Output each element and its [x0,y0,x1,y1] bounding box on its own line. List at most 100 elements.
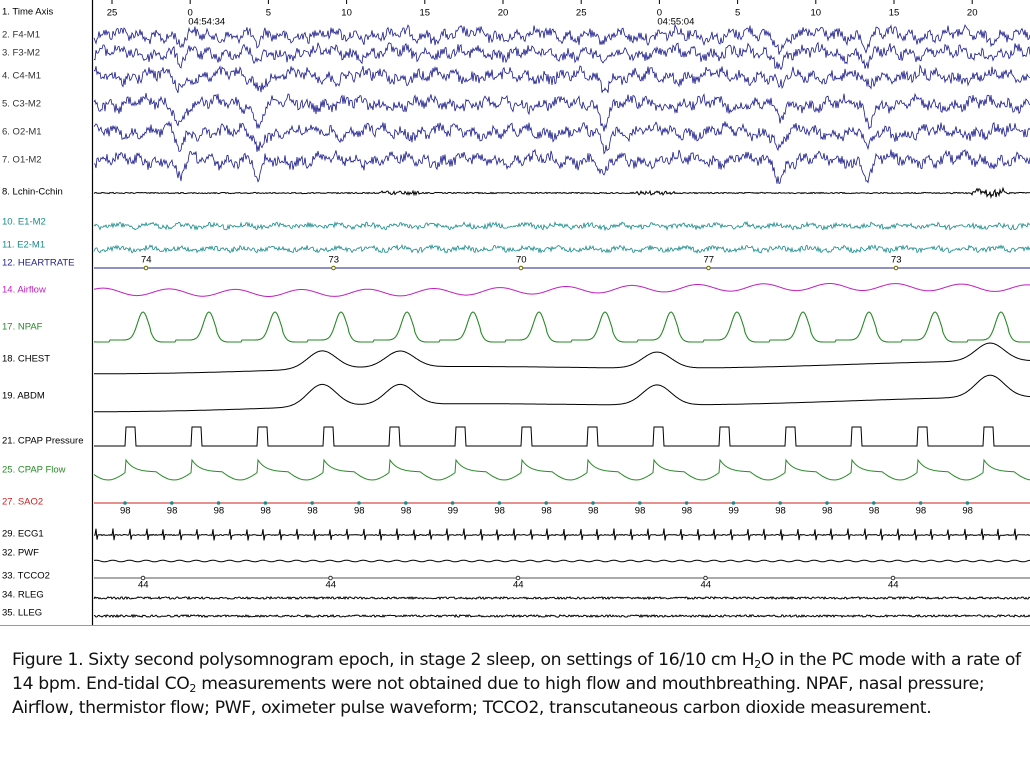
time-tick-label: 20 [967,8,978,19]
channel-label: 3. F3-M2 [2,48,40,59]
channel-label: 35. LLEG [2,608,42,619]
channel-label: 27. SAO2 [2,497,43,508]
trend-marker [515,575,521,581]
channel-label: 7. O1-M2 [2,155,42,166]
time-tick-label: 20 [498,8,509,19]
sao2-value: 98 [260,506,271,517]
waveform [93,613,1030,619]
tcco2-value: 44 [513,580,524,591]
trend-marker [263,501,268,505]
time-tick-label: 5 [266,8,271,19]
waveform [94,342,1030,375]
channel-label: 2. F4-M1 [2,30,40,41]
waveform [93,41,1030,71]
waveform [93,559,1030,563]
sao2-value: 98 [401,506,412,517]
sao2-value: 98 [869,506,880,517]
channel-label: 34. RLEG [2,590,44,601]
caption: Figure 1. Sixty second polysomnogram epo… [12,648,1027,720]
heartrate-value: 70 [516,255,527,266]
sao2-value: 98 [916,506,927,517]
subscript: 2 [189,682,197,695]
waveform [93,283,1030,297]
waveform [94,374,1030,413]
waveform [93,186,1030,200]
subscript: 2 [754,658,761,671]
channel-label: 29. ECG1 [2,529,44,540]
channel-label: 1. Time Axis [2,7,53,18]
waveform [93,458,1030,481]
waveform [94,528,1030,541]
trend-marker [872,501,876,505]
trend-marker [918,501,923,505]
trend-marker [143,265,149,271]
sao2-value: 98 [635,506,646,517]
time-tick-label: 25 [107,8,118,19]
channel-label: 17. NPAF [2,322,43,333]
trend-marker [518,265,524,271]
sao2-value: 98 [214,506,225,517]
trend-marker [310,501,315,505]
channel-label: 19. ABDM [2,391,45,402]
channel-label: 32. PWF [2,548,39,559]
heartrate-value: 73 [891,255,902,266]
sao2-value: 98 [588,506,599,517]
waveform [93,92,1030,132]
heartrate-value: 74 [141,255,152,266]
time-tick-label: 10 [341,8,352,19]
caption-text: Figure 1. Sixty second polysomnogram epo… [12,650,755,670]
trend-marker [544,501,548,505]
waveform [93,595,1030,601]
waveform [93,220,1030,232]
sao2-value: 98 [167,506,178,517]
waveform [93,64,1030,93]
trend-marker [331,265,336,271]
sao2-value: 98 [307,506,318,517]
time-tick-label: 5 [735,8,740,19]
waveform [93,120,1030,155]
channel-label: 12. HEARTRATE [2,258,75,269]
trend-marker [706,265,711,271]
sao2-value: 98 [494,506,505,517]
trend-marker [450,501,455,505]
tcco2-value: 44 [326,580,337,591]
trend-marker [890,575,896,581]
channel-label: 25. CPAP Flow [2,465,66,476]
tcco2-value: 44 [888,580,899,591]
trend-marker [703,575,708,581]
channel-label: 33. TCCO2 [2,571,50,582]
time-stamp: 04:55:04 [657,17,694,28]
waveform [93,243,1030,255]
trend-marker [216,501,221,505]
trend-marker [123,501,127,505]
heartrate-value: 73 [329,255,340,266]
channel-label: 14. Airflow [2,285,46,296]
channel-label: 8. Lchin-Cchin [2,187,63,198]
waveform [93,148,1030,185]
trend-marker [893,265,899,271]
waveform [94,426,1030,447]
sao2-value: 98 [354,506,365,517]
trend-marker [684,501,689,505]
time-tick-label: 0 [657,8,662,19]
heartrate-value: 77 [704,255,715,266]
trend-marker [497,501,502,505]
time-tick-label: 0 [188,8,193,19]
sao2-value: 99 [448,506,459,517]
caption-text: O in the PC mode with a rate of 14 bpm. … [12,650,1021,694]
trend-marker [404,501,408,505]
sao2-value: 99 [728,506,739,517]
sao2-value: 98 [775,506,786,517]
caption-text: measurements were not obtained due to hi… [12,674,985,718]
trend-marker [965,501,970,505]
channel-label: 4. C4-M1 [2,71,41,82]
sao2-value: 98 [682,506,693,517]
channel-label: 11. E2-M1 [2,240,45,251]
time-tick-label: 25 [576,8,587,19]
waveform [93,23,1030,55]
trend-marker [825,501,829,505]
trend-marker [170,501,174,505]
trend-marker [638,501,642,505]
tcco2-value: 44 [138,580,149,591]
trend-marker [731,501,736,505]
